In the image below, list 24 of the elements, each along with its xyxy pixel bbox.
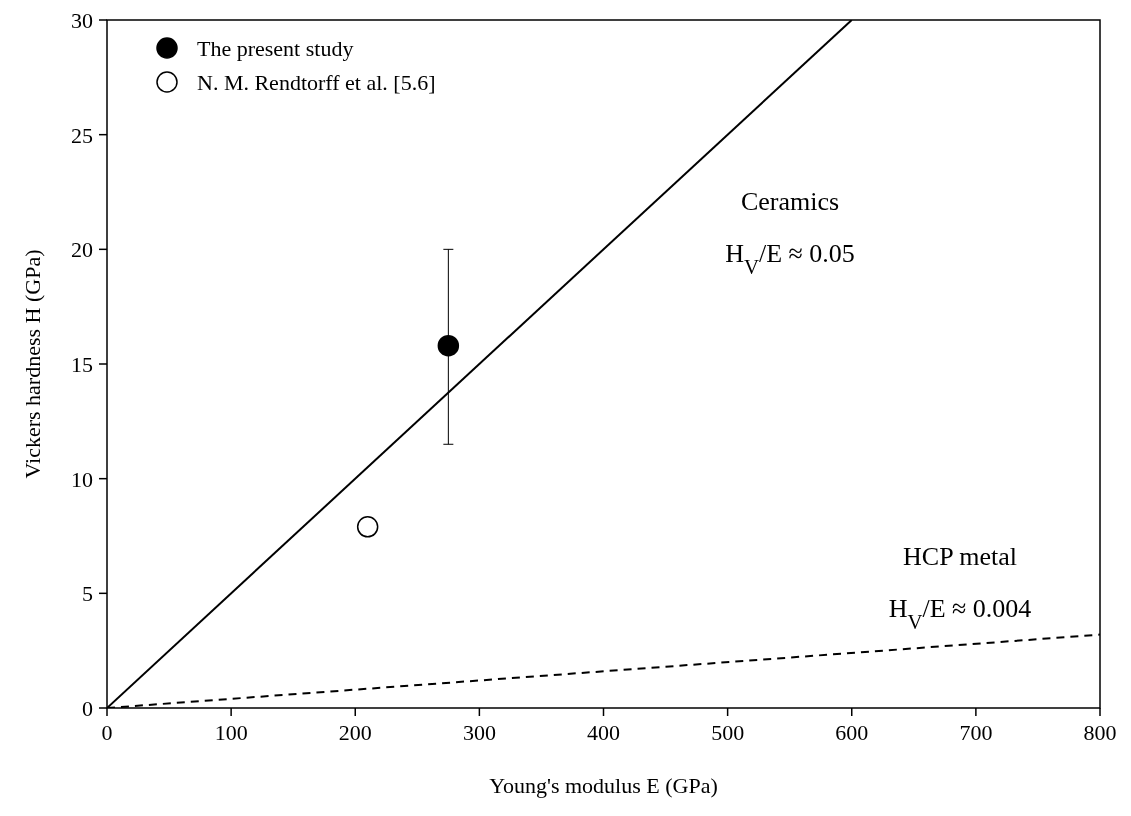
x-axis-title: Young's modulus E (GPa): [489, 773, 718, 798]
y-tick-label: 0: [82, 696, 93, 721]
x-tick-label: 200: [338, 720, 372, 745]
y-tick-label: 10: [71, 466, 93, 492]
x-tick-label: 800: [1083, 720, 1117, 745]
y-axis-title: Vickers hardness H (GPa): [20, 249, 45, 479]
y-tick-label: 25: [71, 122, 93, 148]
annotation: H$_{V}$/E ≈ 0.004: [888, 594, 1032, 633]
legend-label: N. M. Rendtorff et al. [5.6]: [197, 70, 436, 95]
annotation: H$_{V}$/E ≈ 0.05: [725, 239, 855, 278]
x-tick-label: 0: [101, 720, 113, 745]
legend-label: The present study: [197, 36, 354, 61]
y-tick-label: 20: [71, 237, 93, 263]
x-tick-label: 100: [214, 720, 248, 745]
annotation: HCP metal: [903, 542, 1017, 571]
y-tick-label: 5: [82, 581, 93, 607]
annotation: Ceramics: [740, 187, 840, 216]
y-tick-label: 15: [71, 352, 93, 377]
x-tick-label: 700: [959, 720, 993, 745]
y-tick-label: 30: [71, 8, 93, 33]
x-tick-label: 300: [462, 720, 496, 745]
x-tick-label: 400: [587, 720, 620, 745]
x-tick-label: 500: [711, 720, 745, 745]
x-tick-label: 600: [835, 720, 869, 745]
